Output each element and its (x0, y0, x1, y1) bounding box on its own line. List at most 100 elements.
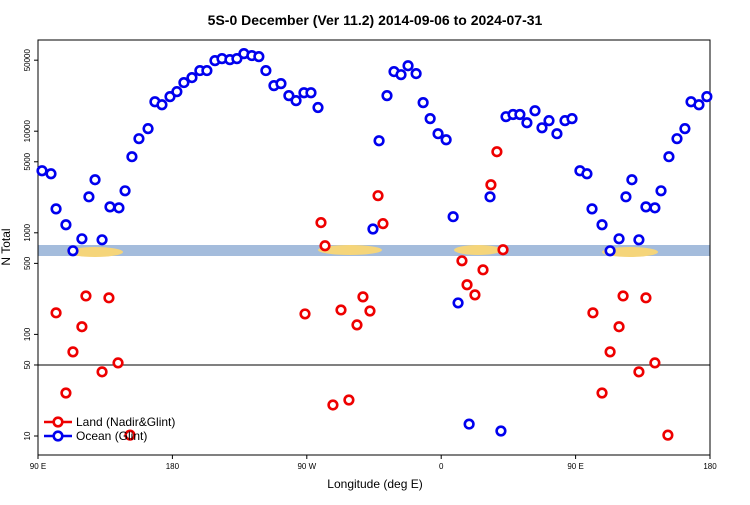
point (514, 108, 526, 121)
point (156, 99, 168, 111)
point (83, 191, 95, 203)
point (581, 168, 593, 180)
x-tick-label: 180 (703, 462, 717, 471)
legend-marker (52, 430, 64, 442)
point (260, 64, 272, 77)
point (351, 319, 363, 331)
point (693, 99, 705, 111)
map-land (67, 247, 123, 257)
point (551, 128, 563, 140)
plot-frame (37, 39, 711, 456)
point (50, 203, 62, 215)
point (613, 321, 625, 333)
point (640, 201, 652, 213)
point (171, 86, 183, 98)
point (566, 113, 578, 125)
y-tick-label: 500 (23, 256, 32, 270)
point (410, 67, 422, 80)
point (327, 399, 339, 411)
point (497, 244, 509, 256)
point (357, 291, 369, 303)
point (89, 174, 101, 186)
map-land (318, 245, 382, 255)
point (417, 97, 429, 109)
point (596, 219, 608, 231)
x-axis-label: Longitude (deg E) (327, 477, 422, 491)
point (319, 240, 331, 252)
point (186, 71, 198, 84)
map-land (602, 247, 658, 257)
point (45, 168, 57, 180)
legend-marker (52, 416, 64, 428)
point (113, 202, 125, 214)
point (201, 64, 213, 77)
point (633, 234, 645, 246)
x-tick-label: 180 (166, 462, 180, 471)
point (104, 201, 116, 213)
point (67, 346, 79, 358)
point (432, 128, 444, 140)
map-land (454, 245, 502, 255)
point (253, 51, 265, 63)
point (485, 179, 497, 191)
point (96, 366, 108, 378)
point (112, 357, 124, 369)
y-tick-label: 1000 (23, 223, 32, 241)
x-tick-label: 90 W (297, 462, 316, 471)
point (596, 387, 608, 399)
point (536, 122, 548, 134)
point (343, 394, 355, 406)
point (67, 245, 79, 257)
point (495, 425, 507, 437)
point (424, 113, 436, 125)
point (604, 346, 616, 358)
point (586, 203, 598, 215)
point (633, 366, 645, 378)
y-tick-label: 10000 (23, 120, 32, 143)
point (96, 234, 108, 246)
y-tick-label: 50 (23, 360, 32, 369)
point (76, 321, 88, 333)
point (640, 292, 652, 304)
point (491, 146, 503, 158)
point (36, 165, 48, 177)
point (655, 185, 667, 197)
point (76, 233, 88, 245)
point (543, 115, 555, 127)
point (50, 307, 62, 319)
chart-title: 5S-0 December (Ver 11.2) 2014-09-06 to 2… (208, 12, 543, 28)
point (377, 218, 389, 230)
point (477, 264, 489, 276)
y-tick-label: 10 (23, 431, 32, 440)
point (626, 174, 638, 186)
point (484, 191, 496, 203)
point (315, 216, 327, 229)
point (701, 91, 713, 103)
point (587, 307, 599, 319)
point (395, 69, 407, 81)
point (452, 297, 464, 309)
point (364, 305, 376, 317)
point (231, 53, 243, 65)
map-strip (38, 245, 710, 257)
point (440, 134, 452, 146)
point (126, 151, 138, 163)
point (447, 211, 459, 223)
point (335, 304, 347, 316)
point (613, 233, 625, 245)
point (381, 90, 393, 102)
point (367, 223, 379, 235)
point (662, 429, 674, 441)
point (402, 60, 414, 72)
point (521, 117, 533, 129)
x-tick-label: 90 E (567, 462, 583, 471)
point (119, 185, 131, 197)
point (461, 279, 473, 291)
point (620, 191, 632, 203)
y-tick-label: 50000 (23, 49, 32, 72)
point (312, 101, 324, 114)
point (133, 133, 145, 145)
point (663, 151, 675, 163)
point (290, 95, 302, 107)
point (671, 133, 683, 145)
